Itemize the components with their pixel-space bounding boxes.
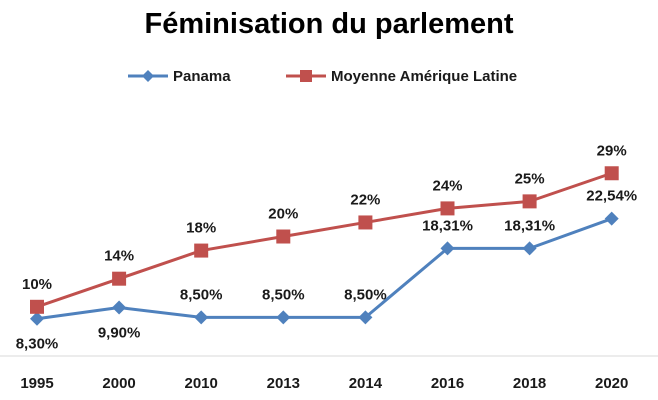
data-point-1-1: [112, 271, 127, 286]
data-point-0-7: [604, 211, 619, 226]
data-label-0-2: 8,50%: [180, 286, 223, 303]
x-tick-label-3: 2013: [267, 375, 300, 392]
data-label-1-2: 18%: [186, 220, 216, 237]
data-label-0-1: 9,90%: [98, 325, 141, 342]
data-label-0-3: 8,50%: [262, 286, 305, 303]
legend: Panama Moyenne Amérique Latine: [128, 68, 517, 85]
data-point-1-4: [358, 215, 373, 230]
data-point-1-6: [522, 194, 537, 209]
x-tick-label-6: 2018: [513, 375, 546, 392]
data-point-0-5: [440, 241, 455, 256]
data-label-0-4: 8,50%: [344, 286, 387, 303]
legend-label-0: Panama: [173, 68, 231, 85]
data-point-1-5: [440, 201, 455, 216]
x-tick-label-4: 2014: [349, 375, 383, 392]
data-point-1-0: [30, 299, 44, 314]
data-label-0-5: 18,31%: [422, 217, 473, 234]
data-label-1-3: 20%: [268, 206, 298, 223]
data-label-1-6: 25%: [515, 170, 545, 187]
data-label-0-7: 22,54%: [586, 188, 637, 205]
x-tick-label-1: 2000: [102, 375, 135, 392]
data-point-1-3: [276, 229, 291, 244]
data-point-0-0: [30, 311, 44, 326]
series-line-1: [36, 171, 613, 309]
x-tick-label-2: 2010: [185, 375, 218, 392]
data-point-1-2: [194, 243, 209, 258]
data-point-0-4: [358, 310, 373, 325]
data-label-1-4: 22%: [350, 191, 380, 208]
data-label-1-7: 29%: [597, 142, 627, 159]
chart-title: Féminisation du parlement: [145, 8, 514, 40]
x-tick-label-7: 2020: [595, 375, 628, 392]
series-line-0: [36, 217, 613, 321]
data-point-0-6: [522, 241, 537, 256]
x-tick-label-5: 2016: [431, 375, 464, 392]
data-labels: 8,30% 9,90% 8,50% 8,50% 8,50% 18,31% 18,31% 22,…: [16, 142, 637, 352]
x-tick-label-0: 1995: [20, 375, 53, 392]
legend-label-1: Moyenne Amérique Latine: [331, 68, 517, 85]
data-point-0-2: [194, 310, 209, 325]
data-label-0-0: 8,30%: [16, 336, 59, 353]
data-label-0-6: 18,31%: [504, 217, 555, 234]
data-label-1-5: 24%: [432, 177, 462, 194]
data-label-1-1: 14%: [104, 248, 134, 265]
data-point-0-1: [112, 300, 127, 315]
data-label-1-0: 10%: [22, 276, 52, 293]
x-tick-labels: 1995 2000 2010 2013 2014 2016 2018 2020: [20, 375, 628, 392]
legend-marker-0: [142, 70, 154, 82]
data-point-0-3: [276, 310, 291, 325]
series-layer: [30, 166, 619, 326]
legend-marker-1: [300, 70, 312, 82]
data-point-1-7: [604, 166, 619, 181]
